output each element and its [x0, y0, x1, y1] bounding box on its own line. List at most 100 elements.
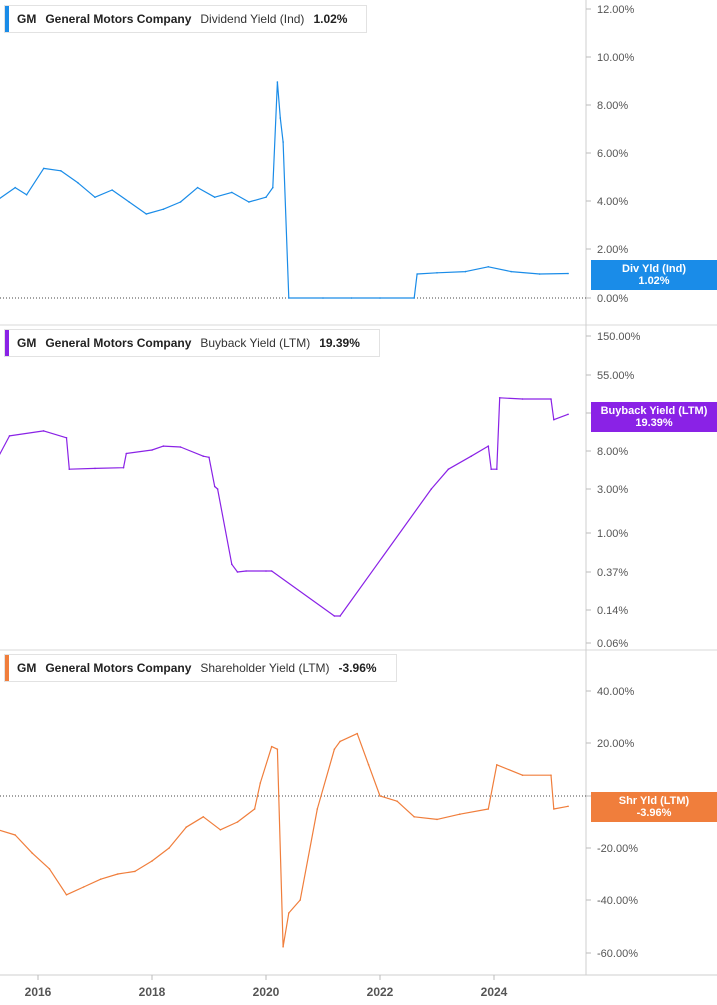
data-point: [270, 745, 273, 748]
y-tick-label: 40.00%: [597, 686, 635, 698]
data-point: [168, 847, 170, 849]
data-point: [134, 870, 136, 873]
data-point: [208, 456, 210, 459]
x-tick-label: 2022: [367, 985, 394, 999]
y-tick-label: 10.00%: [597, 52, 635, 64]
data-point: [213, 485, 216, 488]
data-point: [496, 468, 498, 471]
data-point: [487, 266, 490, 268]
data-point: [151, 860, 153, 862]
data-point: [413, 816, 416, 818]
legend-metric: Shareholder Yield (LTM): [200, 661, 330, 675]
badge-value: 1.02%: [638, 275, 670, 287]
data-point: [436, 272, 438, 274]
data-point: [236, 821, 239, 823]
y-tick-label: 20.00%: [597, 738, 635, 750]
data-point: [567, 805, 569, 808]
data-point: [42, 167, 45, 170]
y-tick-label: 6.00%: [597, 148, 628, 160]
data-point: [487, 445, 490, 447]
data-point: [470, 455, 473, 458]
badge-label: Buyback Yield (LTM): [600, 405, 708, 417]
data-point: [65, 437, 68, 439]
data-point: [272, 186, 274, 189]
data-point: [259, 782, 262, 784]
data-point: [464, 270, 467, 273]
data-point: [447, 468, 450, 471]
legend-buyback-yield[interactable]: GM General Motors Company Buyback Yield …: [4, 329, 380, 357]
legend-dividend-yield[interactable]: GM General Motors Company Dividend Yield…: [4, 5, 368, 33]
data-point: [94, 196, 96, 198]
data-point: [379, 297, 381, 299]
data-point: [459, 813, 461, 815]
data-point: [322, 297, 324, 299]
value-badge-shareholder: Shr Yld (LTM) -3.96%: [591, 792, 717, 822]
data-point: [231, 191, 233, 194]
data-point: [276, 81, 279, 83]
y-tick-label: -60.00%: [597, 948, 638, 960]
data-point: [48, 868, 51, 870]
badge-value: -3.96%: [636, 807, 672, 819]
data-point: [550, 774, 552, 776]
y-tick-label: 8.00%: [597, 446, 628, 458]
badge-value: 19.39%: [635, 417, 673, 429]
data-point: [219, 829, 222, 831]
y-tick-label: 12.00%: [597, 4, 635, 16]
x-tick-label: 2020: [253, 985, 280, 999]
data-point: [265, 570, 267, 572]
data-point: [553, 808, 555, 810]
legend-swatch-shareholder: [5, 655, 9, 681]
data-point: [436, 818, 438, 821]
data-point: [151, 449, 153, 451]
data-point: [538, 273, 541, 275]
data-point: [111, 189, 113, 191]
badge-label: Shr Yld (LTM): [618, 795, 690, 807]
badge-label: Div Yld (Ind): [622, 263, 686, 275]
data-point: [14, 186, 16, 189]
legend-ticker: GM: [17, 12, 37, 26]
y-tick-label: 0.14%: [597, 605, 628, 617]
data-point: [490, 468, 493, 471]
legend-company: General Motors Company: [45, 661, 192, 675]
data-point: [288, 297, 290, 299]
data-point: [14, 834, 16, 836]
y-tick-label: 150.00%: [597, 331, 641, 343]
data-point: [265, 196, 267, 198]
data-point: [94, 467, 96, 470]
data-point: [356, 732, 359, 735]
data-point: [162, 208, 165, 210]
data-point: [245, 570, 247, 572]
data-point: [202, 816, 205, 818]
x-tick-label: 2024: [481, 985, 508, 999]
y-tick-label: 3.00%: [597, 484, 628, 496]
y-tick-label: 0.37%: [597, 567, 628, 579]
data-point: [333, 748, 336, 750]
y-tick-label: 0.06%: [597, 638, 628, 650]
legend-metric: Dividend Yield (Ind): [200, 12, 305, 26]
data-point: [99, 878, 102, 880]
data-point: [31, 852, 34, 854]
data-point: [236, 571, 239, 573]
data-point: [496, 764, 498, 766]
legend-company: General Motors Company: [45, 12, 192, 26]
data-point: [179, 446, 182, 448]
data-point: [367, 764, 370, 766]
data-point: [42, 430, 45, 432]
data-point: [202, 455, 205, 458]
legend-value: 1.02%: [313, 12, 348, 26]
data-point: [396, 800, 398, 802]
legend-ticker: GM: [17, 661, 37, 675]
data-point: [487, 808, 490, 810]
legend-swatch-buyback: [5, 330, 9, 356]
data-point: [379, 795, 381, 797]
data-point: [77, 182, 79, 184]
data-point: [117, 873, 119, 875]
data-point: [122, 466, 125, 469]
legend-swatch-dividend: [5, 6, 9, 32]
legend-shareholder-yield[interactable]: GM General Motors Company Shareholder Yi…: [4, 654, 397, 682]
legend-metric: Buyback Yield (LTM): [200, 336, 311, 350]
data-point: [270, 570, 273, 572]
data-point: [8, 435, 11, 437]
y-tick-label: -40.00%: [597, 895, 638, 907]
